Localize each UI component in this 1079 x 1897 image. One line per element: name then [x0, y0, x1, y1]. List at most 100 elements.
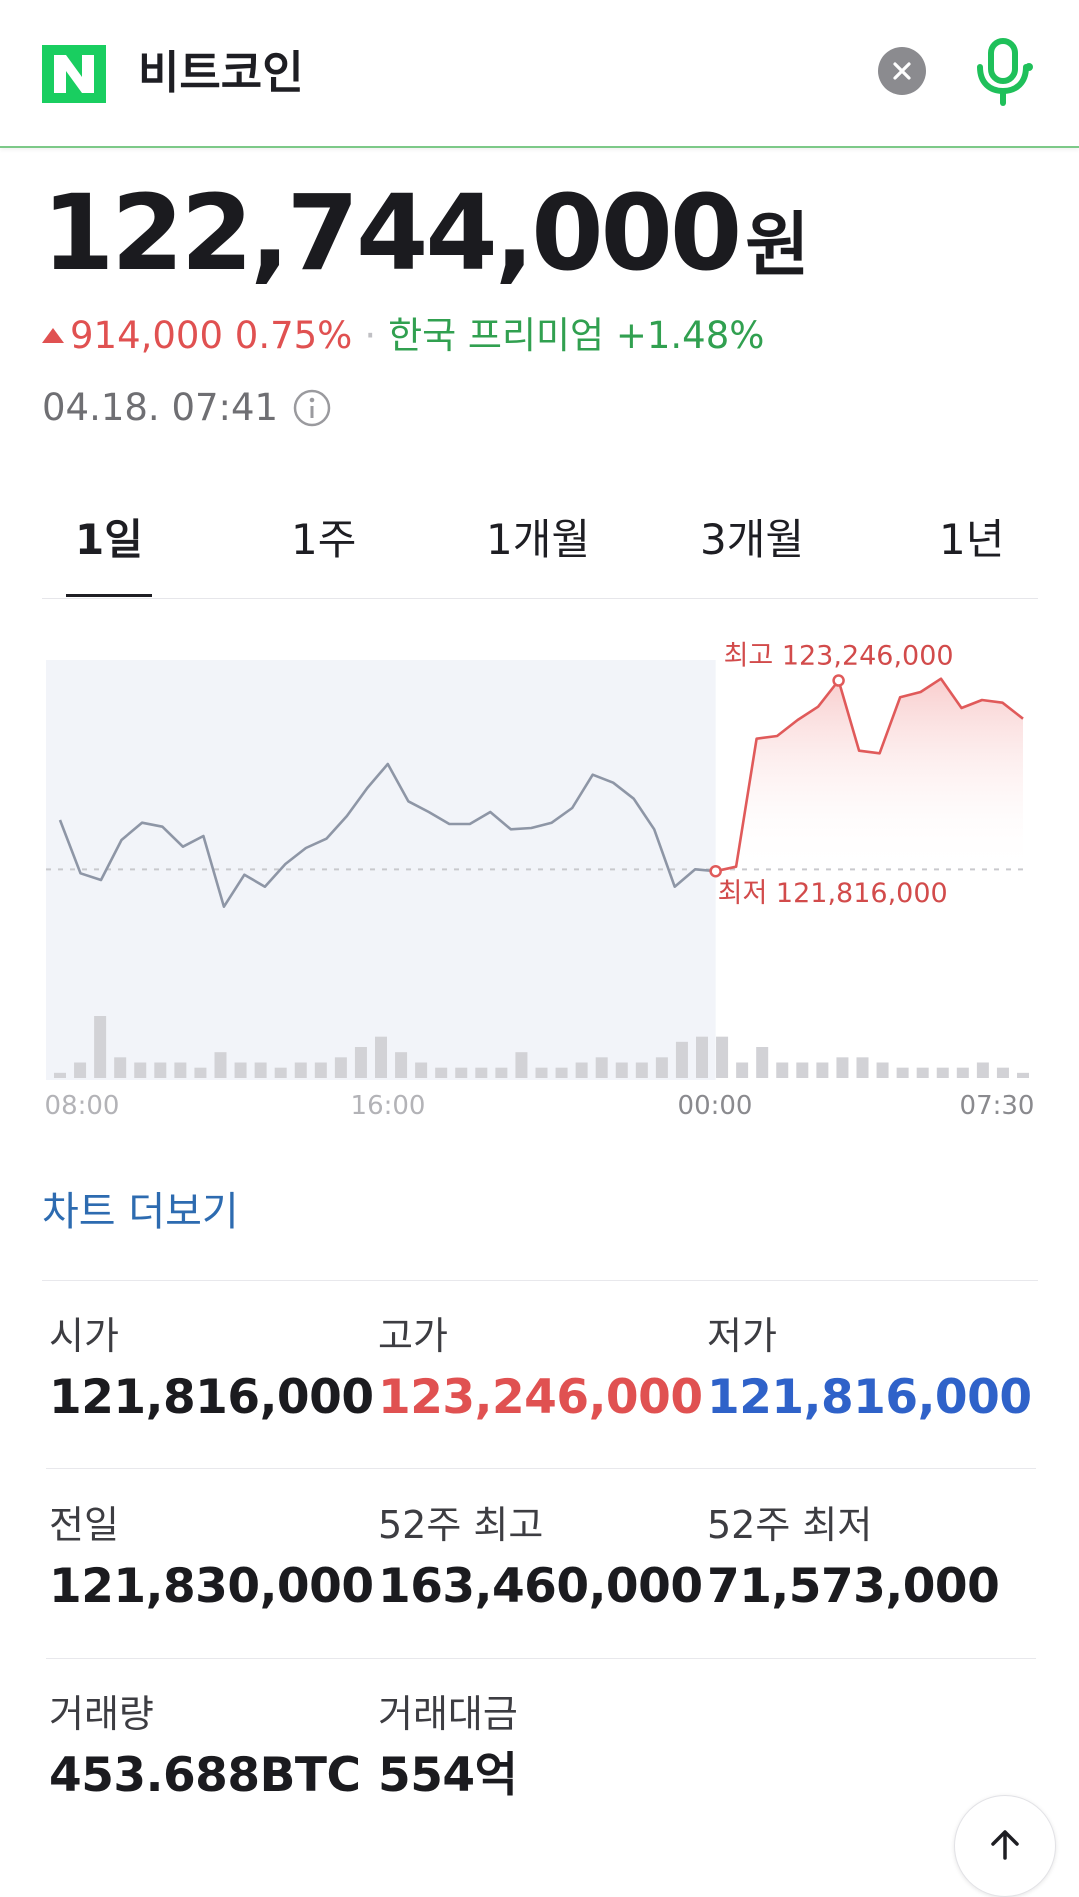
x-tick-label: 07:30: [960, 1091, 1035, 1121]
volume-bar: [936, 1067, 949, 1078]
tab-1day[interactable]: 1일: [75, 515, 143, 564]
timestamp-row: 04.18. 07:41: [42, 384, 332, 432]
x-tick-label: 16:00: [351, 1091, 426, 1121]
tab-1year[interactable]: 1년: [939, 515, 1005, 564]
period-tabs: 1일 1주 1개월 3개월 1년: [42, 500, 1038, 599]
volume-bar: [314, 1062, 327, 1078]
volume-bar: [776, 1062, 789, 1078]
volume-bar: [254, 1062, 267, 1078]
volume-bar: [214, 1052, 227, 1078]
divider: [46, 1468, 1036, 1469]
price-value: 122,744,000: [42, 172, 742, 294]
volume-bar: [756, 1047, 769, 1078]
x-tick-label: 00:00: [678, 1091, 753, 1121]
price-line-today: [715, 677, 1024, 873]
stat-label: 시가: [49, 1314, 119, 1358]
stat-open: 시가 121,816,000: [49, 1312, 374, 1428]
stat-label: 전일: [49, 1503, 119, 1547]
scroll-to-top-button[interactable]: [954, 1795, 1056, 1897]
tab-1week[interactable]: 1주: [291, 515, 357, 564]
stat-value: 123,246,000: [378, 1370, 703, 1425]
chart-more-link[interactable]: 차트 더보기: [42, 1189, 239, 1235]
volume-bar: [696, 1036, 708, 1078]
volume-bar: [475, 1067, 488, 1078]
volume-bar: [294, 1062, 307, 1078]
low-label: 최저 121,816,000: [718, 878, 948, 909]
up-arrow-icon: [42, 328, 64, 343]
volume-bar: [334, 1057, 347, 1078]
volume-bar: [976, 1062, 989, 1078]
volume-bar: [435, 1067, 448, 1078]
volume-bar: [395, 1052, 408, 1078]
volume-bar: [736, 1062, 749, 1078]
search-header: 비트코인: [0, 0, 1079, 148]
volume-bar: [896, 1067, 909, 1078]
close-icon: [893, 62, 911, 80]
stat-value: 163,460,000: [378, 1559, 703, 1614]
volume-bar: [114, 1057, 127, 1078]
volume-bar: [615, 1062, 628, 1078]
clear-search-button[interactable]: [878, 47, 926, 95]
volume-bar: [194, 1067, 207, 1078]
stat-label: 52주 최저: [707, 1503, 873, 1547]
volume-bar: [555, 1067, 568, 1078]
timestamp: 04.18. 07:41: [42, 386, 279, 429]
stat-trade-value: 거래대금 554억: [378, 1690, 518, 1806]
volume-bar: [836, 1057, 849, 1078]
volume-bar: [515, 1052, 528, 1078]
naver-logo[interactable]: [42, 45, 106, 103]
info-icon[interactable]: [292, 388, 332, 428]
stat-value: 121,830,000: [49, 1559, 374, 1614]
volume-bar: [495, 1067, 508, 1078]
price-line-past: [58, 762, 716, 908]
search-query[interactable]: 비트코인: [138, 46, 304, 99]
price-change-row: 914,000 0.75% · 한국 프리미엄 +1.48%: [42, 312, 764, 360]
stat-value: 71,573,000: [707, 1559, 1000, 1614]
high-marker: [832, 674, 845, 687]
stat-volume: 거래량 453.688BTC: [49, 1690, 361, 1806]
active-tab-indicator: [66, 594, 152, 597]
price-chart[interactable]: 최고 123,246,000 최저 121,816,000 08:00 16:00 0…: [0, 640, 1079, 1130]
arrow-up-icon: [991, 1830, 1019, 1860]
volume-bar: [354, 1047, 367, 1078]
volume-bar: [595, 1057, 608, 1078]
stat-low: 저가 121,816,000: [707, 1312, 1032, 1428]
volume-bar: [876, 1062, 889, 1078]
volume-bar: [1017, 1072, 1029, 1078]
volume-bar: [655, 1057, 668, 1078]
volume-bar: [54, 1072, 66, 1078]
volume-bar: [154, 1062, 167, 1078]
price-area-today: [715, 678, 1023, 872]
tab-3month[interactable]: 3개월: [700, 515, 805, 564]
volume-bar: [856, 1057, 869, 1078]
current-price: 122,744,000원: [42, 178, 810, 290]
volume-bar: [575, 1062, 588, 1078]
volume-bar: [816, 1062, 829, 1078]
price-unit: 원: [745, 204, 810, 286]
separator-dot: ·: [364, 314, 377, 357]
divider: [42, 1280, 1038, 1281]
stat-52w-high: 52주 최고 163,460,000: [378, 1501, 703, 1617]
stat-label: 고가: [378, 1314, 448, 1358]
volume-bar: [234, 1062, 247, 1078]
volume-bar: [74, 1062, 87, 1078]
stat-value: 554억: [378, 1748, 518, 1803]
microphone-icon[interactable]: [972, 37, 1034, 107]
tab-1month[interactable]: 1개월: [486, 515, 591, 564]
volume-bar: [174, 1062, 187, 1078]
x-tick-label: 08:00: [45, 1091, 120, 1121]
volume-bar: [274, 1067, 287, 1078]
volume-bar: [956, 1067, 969, 1078]
stat-value: 453.688BTC: [49, 1748, 361, 1803]
volume-bar: [375, 1036, 387, 1078]
volume-bar: [415, 1062, 428, 1078]
stat-label: 저가: [707, 1314, 777, 1358]
change-percent: 0.75%: [234, 314, 353, 357]
volume-bar: [535, 1067, 548, 1078]
divider: [46, 1658, 1036, 1659]
volume-bar: [796, 1062, 809, 1078]
stat-value: 121,816,000: [49, 1370, 374, 1425]
volume-bar: [94, 1016, 107, 1078]
korea-premium-label: 한국 프리미엄: [388, 314, 605, 357]
stat-high: 고가 123,246,000: [378, 1312, 703, 1428]
